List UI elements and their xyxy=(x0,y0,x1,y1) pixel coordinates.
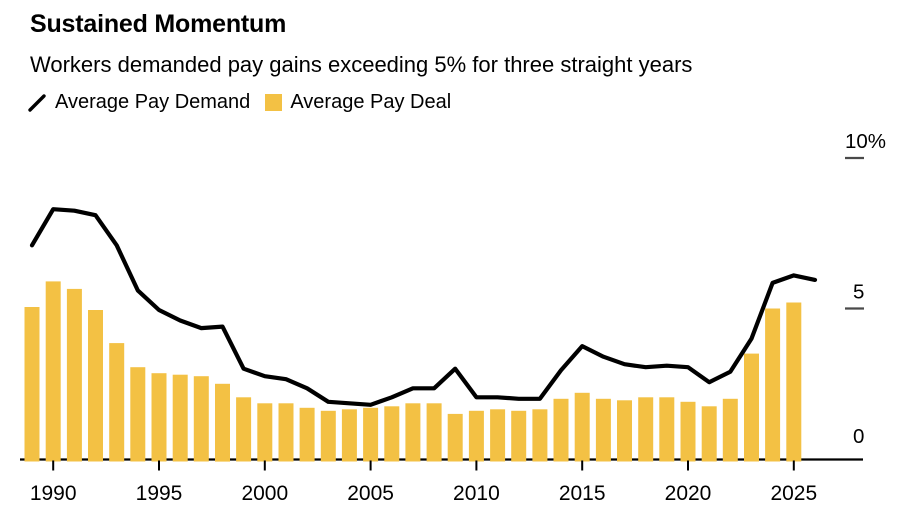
y-tick-label-5: 5 xyxy=(853,281,864,304)
deal-bar-2000 xyxy=(257,403,273,462)
deal-bar-2016 xyxy=(595,398,611,462)
legend-item-pay-deal: Average Pay Deal xyxy=(265,91,451,114)
deal-bar-2006 xyxy=(384,406,400,462)
deal-bar-1997 xyxy=(193,376,209,462)
deal-bar-1994 xyxy=(130,367,146,462)
legend-item-pay-demand: Average Pay Demand xyxy=(27,91,250,114)
deal-bar-2001 xyxy=(278,403,294,462)
deal-bar-1991 xyxy=(66,288,82,462)
chart-subtitle: Workers demanded pay gains exceeding 5% … xyxy=(30,52,693,77)
y-tick-label-10: 10% xyxy=(845,130,886,153)
deal-bar-2008 xyxy=(426,403,442,462)
x-tick-label-2005: 2005 xyxy=(347,482,394,505)
deal-bar-2022 xyxy=(722,398,738,462)
deal-bar-2009 xyxy=(447,413,463,462)
deal-bar-2019 xyxy=(659,397,675,462)
demand-line xyxy=(29,207,818,407)
y-tick-label-0: 0 xyxy=(853,425,864,448)
deal-bar-1995 xyxy=(151,373,167,462)
bar-swatch-icon xyxy=(265,94,283,111)
deal-bar-2021 xyxy=(701,406,717,462)
deal-bar-2007 xyxy=(405,403,421,462)
deal-bar-2011 xyxy=(490,409,506,462)
deal-bar-2013 xyxy=(532,409,548,462)
line-swatch-icon xyxy=(28,93,46,112)
deal-bar-2023 xyxy=(744,353,759,462)
deal-bar-2020 xyxy=(680,401,696,462)
x-tick-label-2010: 2010 xyxy=(453,482,500,505)
x-tick-label-2020: 2020 xyxy=(665,482,712,505)
deal-bar-2003 xyxy=(320,410,336,462)
deal-bar-2018 xyxy=(638,397,654,462)
deal-bar-1999 xyxy=(236,397,252,462)
x-tick-label-2000: 2000 xyxy=(241,482,288,505)
deal-bar-1996 xyxy=(172,374,188,462)
deal-bar-2002 xyxy=(299,407,315,462)
chart-legend: Average Pay Demand Average Pay Deal xyxy=(27,91,451,114)
chart-title: Sustained Momentum xyxy=(30,10,287,38)
deal-bar-2012 xyxy=(511,410,527,462)
deal-bar-1993 xyxy=(109,343,125,462)
deal-bar-1990 xyxy=(45,281,61,462)
deal-bar-2025 xyxy=(786,302,802,462)
deal-bar-2015 xyxy=(574,392,590,462)
deal-bar-1989 xyxy=(24,307,40,462)
x-tick-label-2025: 2025 xyxy=(770,482,817,505)
legend-label-pay-deal: Average Pay Deal xyxy=(290,91,452,113)
x-tick-label-1990: 1990 xyxy=(30,482,77,505)
x-tick-label-2015: 2015 xyxy=(559,482,606,505)
x-tick-label-1995: 1995 xyxy=(136,482,183,505)
deal-bar-2010 xyxy=(468,410,484,462)
deal-bar-2005 xyxy=(363,407,379,462)
deal-bar-2014 xyxy=(553,398,569,462)
deal-bar-2017 xyxy=(617,400,632,462)
deal-bar-2024 xyxy=(765,308,781,462)
deal-bar-2004 xyxy=(341,409,357,462)
deal-bar-1992 xyxy=(88,310,103,462)
legend-label-pay-demand: Average Pay Demand xyxy=(55,91,251,113)
deal-bar-1998 xyxy=(215,383,230,462)
